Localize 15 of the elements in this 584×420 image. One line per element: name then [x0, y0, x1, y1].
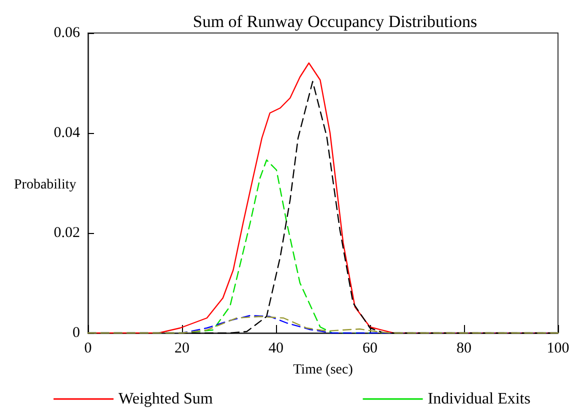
x-tick-label: 80: [456, 340, 472, 356]
x-tick-label: 40: [268, 340, 284, 356]
y-axis-title: Probability: [14, 178, 76, 192]
y-tick-label: 0.02: [54, 225, 80, 241]
x-axis-title: Time (sec): [293, 362, 354, 378]
x-tick-label: 20: [174, 340, 190, 356]
x-tick-label: 0: [84, 340, 92, 356]
y-tick-label: 0.04: [54, 125, 80, 141]
y-tick-label: 0: [72, 325, 80, 341]
x-tick-label: 60: [362, 340, 378, 356]
legend-label: Individual Exits: [428, 390, 530, 408]
y-tick-label: 0.06: [54, 25, 80, 41]
x-tick-label: 100: [546, 340, 570, 356]
chart-title: Sum of Runway Occupancy Distributions: [192, 12, 478, 31]
legend-label: Weighted Sum: [118, 390, 214, 408]
